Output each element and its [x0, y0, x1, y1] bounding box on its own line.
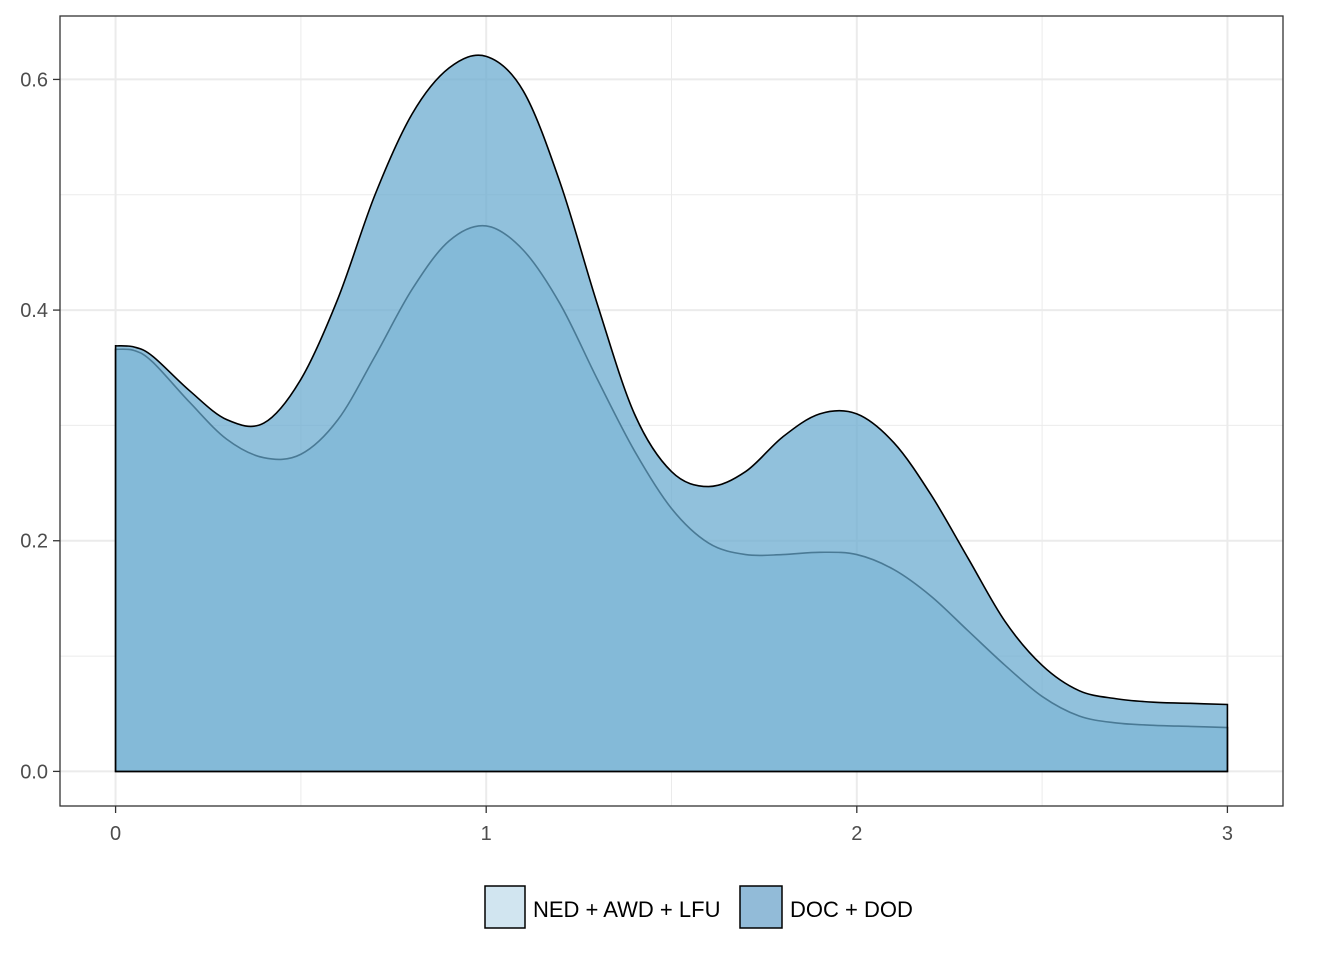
- area-doc-dod: [114, 54, 1229, 773]
- x-tick-label: 3: [1222, 823, 1233, 845]
- plot-border: [59, 15, 1284, 807]
- x-tick-label: 2: [851, 823, 862, 845]
- legend-label-ned-awd-lfu: NED + AWD + LFU: [533, 897, 720, 922]
- y-tick-label: 0.0: [20, 761, 48, 783]
- y-tick-label: 0.6: [20, 69, 48, 91]
- legend-key-ned-awd-lfu: [484, 885, 526, 929]
- x-axis: 0 1 2 3: [110, 806, 1233, 845]
- y-tick-label: 0.2: [20, 531, 48, 553]
- x-tick-label: 0: [110, 823, 121, 845]
- y-axis: 0.0 0.2 0.4 0.6: [20, 69, 60, 783]
- legend: NED + AWD + LFU DOC + DOD: [484, 885, 913, 929]
- density-areas: [114, 54, 1229, 773]
- legend-key-doc-dod: [739, 885, 783, 929]
- y-tick-label: 0.4: [20, 300, 48, 322]
- legend-label-doc-dod: DOC + DOD: [790, 897, 913, 922]
- x-tick-label: 1: [481, 823, 492, 845]
